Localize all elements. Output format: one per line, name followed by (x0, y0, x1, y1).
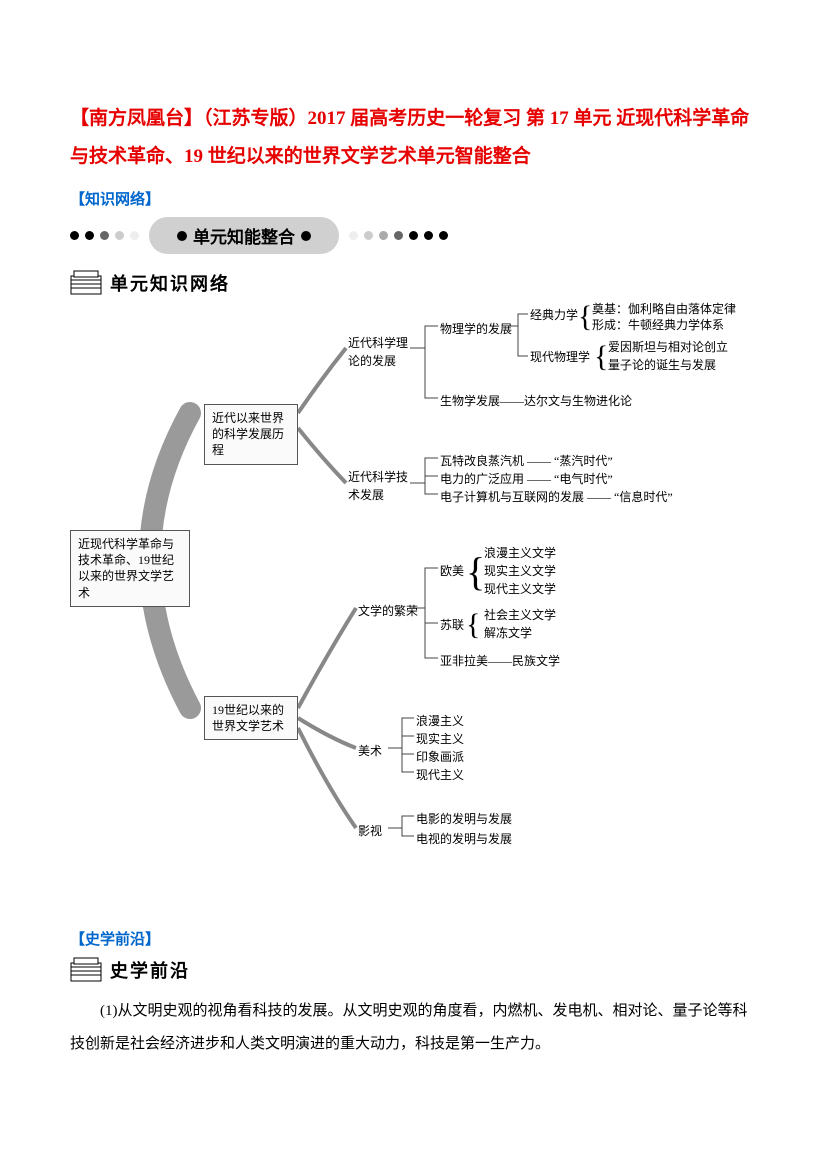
leaf-film-1: 电影的发明与发展 (416, 810, 512, 828)
leaf-lit-eu-1: 浪漫主义文学 (484, 544, 556, 562)
banner-right-dots (349, 231, 448, 240)
banner-left-dots (70, 231, 139, 240)
leaf-lit-asia: 亚非拉美——民族文学 (440, 652, 560, 670)
brace-icon: { (578, 302, 592, 332)
leaf-modern-2: 量子论的诞生与发展 (608, 356, 716, 374)
frontier-body: (1)从文明史观的视角看科技的发展。从文明史观的角度看，内燃机、发电机、相对论、… (70, 995, 756, 1061)
leaf-lit-su-2: 解冻文学 (484, 624, 532, 642)
node-classical: 经典力学 (530, 306, 578, 324)
brace-icon: { (466, 552, 485, 592)
books-icon (70, 957, 102, 983)
node-modern-physics: 现代物理学 (530, 348, 590, 366)
section-frontier: 【史学前沿】 史学前沿 (1)从文明史观的视角看科技的发展。从文明史观的角度看，… (70, 928, 756, 1061)
subhead-network: 单元知识网络 (70, 270, 756, 296)
leaf-modern-1: 爱因斯坦与相对论创立 (608, 338, 728, 356)
node-lit-su: 苏联 (440, 616, 464, 634)
node-literature: 文学的繁荣 (358, 602, 418, 620)
banner-pill: 单元知能整合 (149, 217, 339, 254)
leaf-art-3: 印象画派 (416, 748, 464, 766)
leaf-steam: 瓦特改良蒸汽机 —— “蒸汽时代” (440, 452, 613, 470)
node-lit-eu: 欧美 (440, 562, 464, 580)
leaf-biology: 生物学发展——达尔文与生物进化论 (440, 392, 632, 410)
banner-text: 单元知能整合 (193, 223, 295, 248)
node-art: 美术 (358, 742, 382, 760)
node-b1: 近代以来世界的科学发展历程 (204, 404, 298, 465)
leaf-electric: 电力的广泛应用 —— “电气时代” (440, 470, 613, 488)
node-b1-c1: 近代科学理论的发展 (348, 334, 410, 370)
leaf-art-2: 现实主义 (416, 730, 464, 748)
leaf-classical-2: 形成：牛顿经典力学体系 (592, 316, 724, 334)
brace-icon: { (466, 610, 480, 640)
node-b2: 19世纪以来的世界文学艺术 (204, 696, 298, 740)
leaf-art-4: 现代主义 (416, 766, 464, 784)
books-icon (70, 270, 102, 296)
section-label-knowledge: 【知识网络】 (70, 188, 756, 209)
leaf-art-1: 浪漫主义 (416, 712, 464, 730)
node-film: 影视 (358, 822, 382, 840)
node-physics: 物理学的发展 (440, 320, 512, 338)
banner-row: 单元知能整合 (70, 217, 756, 254)
subhead-frontier-text: 史学前沿 (110, 957, 190, 983)
brace-icon: { (594, 342, 608, 372)
leaf-lit-su-1: 社会主义文学 (484, 606, 556, 624)
node-root: 近现代科学革命与技术革命、19世纪以来的世界文学艺术 (70, 530, 190, 607)
node-b1-c2: 近代科学技术发展 (348, 468, 410, 504)
dot-icon (301, 231, 311, 241)
leaf-info: 电子计算机与互联网的发展 —— “信息时代” (440, 488, 673, 506)
dot-icon (177, 231, 187, 241)
mindmap: 近现代科学革命与技术革命、19世纪以来的世界文学艺术 近代以来世界的科学发展历程… (70, 308, 756, 868)
leaf-film-2: 电视的发明与发展 (416, 830, 512, 848)
subhead-network-text: 单元知识网络 (110, 270, 230, 296)
leaf-lit-eu-3: 现代主义文学 (484, 580, 556, 598)
subhead-frontier: 史学前沿 (70, 957, 756, 983)
page-title: 【南方凤凰台】（江苏专版）2017 届高考历史一轮复习 第 17 单元 近现代科… (70, 100, 756, 176)
section-label-frontier: 【史学前沿】 (70, 928, 756, 949)
leaf-lit-eu-2: 现实主义文学 (484, 562, 556, 580)
